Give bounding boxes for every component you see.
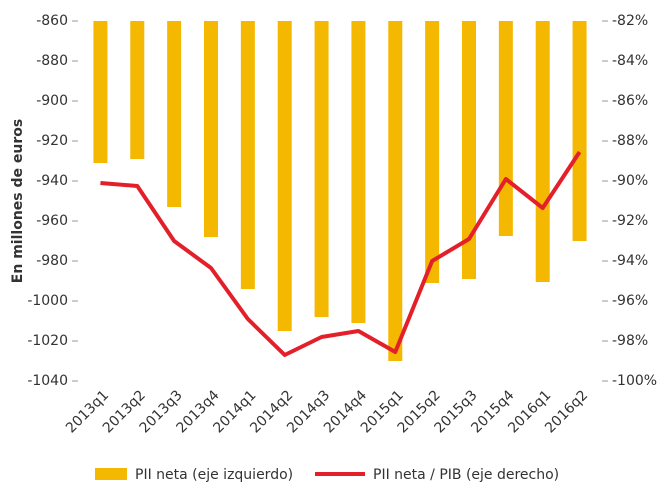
bar [351, 21, 366, 323]
bar [93, 21, 108, 163]
bar [572, 21, 587, 241]
y2-tick-label: -96% [612, 293, 648, 309]
y2-tick-label: -90% [612, 173, 648, 189]
legend-swatch [95, 468, 127, 480]
y2-tick-label: -88% [612, 133, 648, 149]
y2-tick-label: -86% [612, 93, 648, 109]
y-tick-label: -1000 [27, 293, 68, 309]
bar [204, 21, 218, 237]
y-axis-label: En millones de euros [10, 119, 26, 283]
bar [130, 21, 145, 159]
y2-tick-label: -92% [612, 213, 648, 229]
y-tick-label: -1040 [27, 373, 68, 389]
y-tick-label: -860 [36, 13, 68, 29]
y-tick-label: -900 [36, 93, 68, 109]
bar [240, 21, 255, 289]
bar [388, 21, 403, 361]
legend-label: PII neta / PIB (eje derecho) [373, 467, 559, 483]
bar [425, 21, 440, 283]
y2-tick-label: -82% [612, 13, 648, 29]
bar [535, 21, 550, 282]
bar [462, 21, 476, 279]
y2-tick-label: -84% [612, 53, 648, 69]
y-tick-label: -980 [36, 253, 68, 269]
bar [277, 21, 292, 331]
y-tick-label: -960 [36, 213, 68, 229]
legend-label: PII neta (eje izquierdo) [135, 467, 293, 483]
bar [167, 21, 182, 207]
bar [314, 21, 329, 317]
y2-tick-label: -100% [612, 373, 657, 389]
y-tick-label: -940 [36, 173, 68, 189]
y2-tick-label: -98% [612, 333, 648, 349]
bar [498, 21, 513, 236]
y-tick-label: -1020 [27, 333, 68, 349]
y-tick-label: -880 [36, 53, 68, 69]
line [100, 150, 582, 357]
y-tick-label: -920 [36, 133, 68, 149]
y2-tick-label: -94% [612, 253, 648, 269]
